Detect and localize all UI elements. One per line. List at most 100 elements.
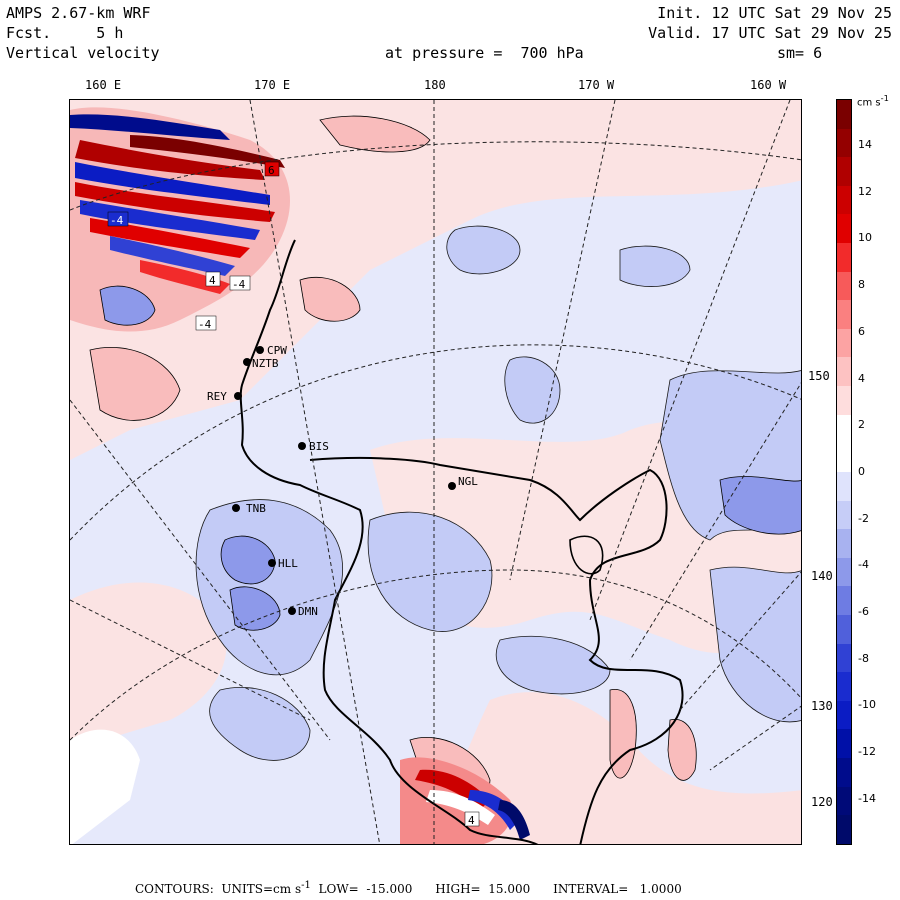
coastline-west	[239, 239, 538, 844]
label-box	[107, 211, 129, 227]
meridian-160w	[589, 100, 791, 621]
station-dmn: DMN	[298, 605, 318, 618]
colorbar-segment	[837, 128, 851, 158]
meridian-170w	[509, 100, 616, 581]
colorbar-segment	[837, 815, 851, 844]
valid-time: Valid. 17 UTC Sat 29 Nov 25	[648, 24, 892, 42]
station-bis: BIS	[309, 440, 329, 453]
lon-label-170w: 170 W	[578, 78, 615, 92]
footer-high: HIGH= 15.000	[435, 882, 531, 896]
station-dot-cpw	[256, 346, 264, 354]
smoothing-value: sm= 6	[777, 44, 823, 62]
lon-label-170e: 170 E	[254, 78, 291, 92]
meridian-150w	[629, 382, 801, 661]
station-cpw: CPW	[267, 344, 287, 357]
wave-patch	[498, 800, 530, 840]
colorbar-tick-label: 4	[858, 371, 865, 385]
colorbar-segment	[837, 386, 851, 415]
colorbar-tick-label: 12	[858, 184, 872, 198]
station-rey: REY	[207, 390, 227, 403]
cell	[609, 688, 637, 779]
cell	[709, 566, 801, 723]
header-left: AMPS 2.67-km WRF Fcst. 5 h Vertical veloci…	[6, 3, 160, 63]
colorbar-segment	[837, 214, 851, 244]
station-tnb: TNB	[246, 502, 266, 515]
white-region-sw	[70, 729, 140, 844]
colorbar-segment	[837, 157, 851, 186]
cell	[89, 347, 181, 421]
colorbar-segment	[837, 300, 851, 329]
colorbar-units-text: cm s	[857, 97, 881, 109]
contour-labels: 6 -4 4 -4 -4 4	[107, 161, 480, 827]
colorbar-tick-label: -6	[858, 605, 869, 618]
footer-contours: CONTOURS:	[135, 882, 214, 896]
cell	[719, 476, 801, 535]
colorbar-segment	[837, 328, 851, 358]
colorbar-segment	[837, 557, 851, 587]
colorbar-segment	[837, 529, 851, 558]
colorbar-tick-label: -4	[858, 558, 869, 572]
strong-negative-cells	[99, 285, 801, 631]
cell	[220, 535, 276, 585]
island-outline	[569, 535, 604, 575]
meridian-170e	[249, 100, 381, 844]
meridian-160e	[70, 399, 331, 741]
colorbar	[836, 99, 852, 845]
cell	[619, 245, 691, 287]
parallel-north	[70, 141, 801, 211]
colorbar-tick-label: 0	[858, 464, 865, 478]
colorbar-segment	[837, 786, 851, 816]
wave-band	[90, 218, 250, 258]
colorbar-segment	[837, 500, 851, 530]
graticule	[70, 100, 801, 844]
station-dot-nztb	[243, 358, 251, 366]
colorbar-segment	[837, 357, 851, 387]
colorbar-tick-label: 6	[858, 324, 865, 338]
cell	[504, 356, 561, 424]
cell	[495, 635, 611, 695]
colorbar-segment	[837, 185, 851, 215]
station-ngl: NGL	[458, 475, 478, 488]
contour-label: -4	[110, 214, 124, 227]
colorbar-segment	[837, 243, 851, 272]
wave-band	[130, 135, 285, 168]
contour-label: -4	[232, 278, 246, 291]
colorbar-tick-label: -8	[858, 651, 869, 665]
station-dot-tnb	[232, 504, 240, 512]
cell	[446, 225, 521, 275]
ice-shelf-edge	[309, 456, 684, 844]
station-dot-ngl	[448, 482, 456, 490]
colorbar-tick-label: -14	[858, 791, 876, 805]
model-title: AMPS 2.67-km WRF	[6, 4, 151, 22]
station-markers: CPW NZTB REY BIS NGL TNB HLL DMN	[207, 344, 478, 618]
contour-label: -4	[198, 318, 212, 331]
colorbar-segment	[837, 271, 851, 301]
wave-patch	[468, 790, 520, 830]
label-box	[264, 161, 280, 177]
footer-low: LOW= -15.000	[318, 882, 413, 896]
footer-interval: INTERVAL= 1.0000	[553, 882, 682, 896]
colorbar-units: cm s-1	[857, 93, 889, 108]
station-hll: HLL	[278, 557, 298, 570]
colorbar-segment	[837, 729, 851, 759]
cell	[319, 115, 431, 153]
colorbar-tick-label: -10	[858, 698, 876, 712]
label-box	[195, 315, 217, 331]
footer: CONTOURS: UNITS=cm s-1 LOW= -15.000 HIGH…	[135, 880, 682, 896]
cell	[209, 687, 311, 761]
colorbar-segment	[837, 643, 851, 673]
station-nztb: NZTB	[252, 357, 279, 370]
meridian-150e	[70, 599, 311, 721]
contour-label: 4	[209, 274, 216, 287]
colorbar-tick-label: 2	[858, 418, 865, 432]
map-panel: CPW NZTB REY BIS NGL TNB HLL DMN 6 -4 4 …	[69, 99, 802, 845]
wave-band	[80, 200, 260, 240]
station-dot-hll	[268, 559, 276, 567]
colorbar-segment	[837, 443, 851, 472]
colorbar-segment	[837, 471, 851, 501]
colorbar-tick-label: -2	[858, 511, 869, 525]
wave-band	[75, 182, 275, 222]
gravity-wave-bands	[70, 114, 285, 294]
wave-band	[70, 114, 230, 140]
meridian-130w	[709, 705, 801, 771]
